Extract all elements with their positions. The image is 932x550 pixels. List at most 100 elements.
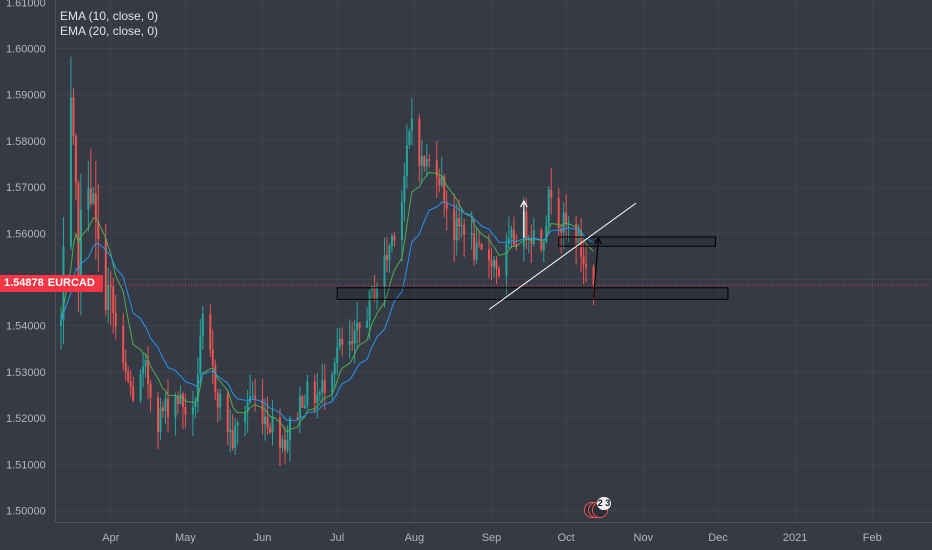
- candle-body: [144, 359, 147, 367]
- y-tick-label: 1.50000: [6, 505, 46, 517]
- candle-body: [351, 341, 354, 344]
- candle-body: [470, 233, 473, 235]
- axes: 1.500001.510001.520001.530001.540001.550…: [6, 0, 932, 544]
- candle-body: [443, 176, 446, 202]
- candle-body: [174, 396, 177, 418]
- candle-body: [321, 380, 324, 393]
- y-tick-label: 1.53000: [6, 367, 46, 379]
- candle-body: [313, 381, 316, 403]
- ema-10-label[interactable]: EMA (10, close, 0): [60, 9, 159, 23]
- candle-body: [74, 136, 77, 183]
- candle-body: [410, 118, 413, 131]
- candle-body: [366, 320, 369, 328]
- candle-body: [112, 286, 115, 314]
- marker-arrow-head: [519, 199, 528, 208]
- x-tick-label: Apr: [102, 532, 119, 544]
- candle-body: [316, 394, 319, 403]
- x-tick-label: Nov: [634, 532, 654, 544]
- candle-body: [418, 118, 421, 166]
- candle-body: [283, 439, 286, 451]
- candle-body: [162, 407, 165, 412]
- candle-body: [301, 396, 304, 408]
- candle-body: [147, 359, 150, 385]
- candle-body: [72, 97, 75, 137]
- candle-body: [281, 439, 284, 449]
- candle-body: [515, 244, 518, 247]
- x-tick-label: Oct: [558, 532, 575, 544]
- projection-arrow-head: [594, 236, 602, 245]
- candle-body: [455, 218, 458, 241]
- candle-body: [383, 255, 386, 288]
- candle-body: [550, 189, 553, 198]
- candle-body: [251, 395, 254, 397]
- candle-body: [510, 229, 513, 238]
- candle-body: [393, 235, 396, 240]
- candle-body: [356, 322, 359, 331]
- candle-body: [231, 429, 234, 449]
- candle-body: [445, 201, 448, 209]
- candle-body: [495, 259, 498, 270]
- y-tick-label: 1.51000: [6, 459, 46, 471]
- candle-body: [157, 397, 160, 432]
- drawings[interactable]: [336, 199, 729, 310]
- candle-body: [261, 398, 264, 424]
- candle-body: [525, 211, 528, 239]
- indicator-legend: EMA (10, close, 0) EMA (20, close, 0): [60, 9, 158, 39]
- candle-body: [298, 396, 301, 419]
- candle-body: [244, 412, 247, 423]
- symbol-label: EURCAD: [47, 277, 95, 289]
- candle-body: [473, 233, 476, 260]
- candle-body: [89, 188, 92, 204]
- candle-body: [478, 242, 481, 244]
- candle-body: [234, 425, 237, 449]
- candle-body: [166, 398, 169, 418]
- ema-lines: [60, 171, 594, 433]
- candle-body: [323, 380, 326, 394]
- candle-body: [493, 259, 495, 267]
- candle-body: [505, 244, 508, 276]
- candle-body: [490, 260, 493, 267]
- candle-body: [400, 201, 403, 240]
- y-tick-label: 1.57000: [6, 182, 46, 194]
- candle-body: [266, 416, 269, 428]
- candle-body: [582, 256, 585, 265]
- candle-body: [236, 422, 239, 426]
- x-tick-label: Aug: [405, 532, 425, 544]
- candle-body: [532, 230, 535, 245]
- candle-body: [567, 223, 570, 225]
- candle-body: [181, 393, 184, 408]
- candle-body: [542, 242, 545, 251]
- candle-body: [557, 197, 560, 229]
- candle-body: [438, 177, 441, 186]
- candle-body: [179, 393, 182, 405]
- candle-body: [191, 407, 194, 415]
- resistance-zone-rect: [558, 236, 716, 247]
- candle-body: [458, 218, 461, 227]
- candle-body: [435, 160, 438, 178]
- last-price-value: 1.54878: [4, 277, 44, 289]
- candle-body: [142, 366, 145, 374]
- candle-body: [580, 230, 583, 257]
- candle-body: [132, 386, 135, 401]
- events-marker[interactable]: 2 3: [584, 497, 618, 519]
- x-tick-label: Feb: [863, 532, 882, 544]
- candle-body: [390, 235, 393, 247]
- y-tick-label: 1.56000: [6, 228, 46, 240]
- projection-arrow: [592, 237, 600, 299]
- ema-20-line: [60, 201, 594, 422]
- candle-body: [353, 330, 356, 344]
- candle-body: [219, 393, 222, 408]
- candle-body: [565, 212, 568, 225]
- ema-20-label[interactable]: EMA (20, close, 0): [60, 24, 159, 38]
- candle-body: [585, 264, 588, 268]
- candle-body: [425, 159, 428, 167]
- candle-body: [336, 347, 339, 364]
- candle-body: [475, 242, 478, 260]
- x-tick-label: Sep: [482, 532, 502, 544]
- candle-body: [460, 225, 463, 227]
- candle-body: [575, 223, 578, 244]
- candle-body: [403, 175, 406, 202]
- candle-body: [97, 221, 100, 239]
- candle-body: [216, 392, 219, 408]
